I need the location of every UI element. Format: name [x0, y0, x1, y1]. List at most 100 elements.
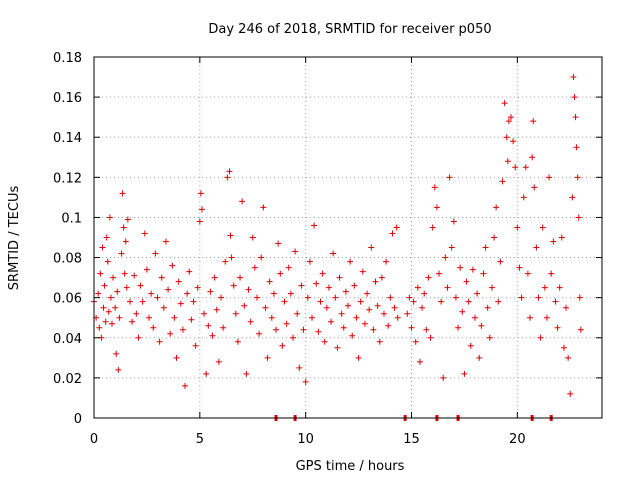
- data-point: [370, 326, 377, 333]
- data-point: [524, 270, 531, 277]
- data-point: [503, 134, 510, 141]
- data-point: [262, 304, 269, 311]
- data-point: [133, 310, 140, 317]
- data-point: [203, 370, 210, 377]
- data-point: [97, 270, 104, 277]
- data-point: [537, 334, 544, 341]
- data-point: [476, 354, 483, 361]
- data-point: [576, 294, 583, 301]
- data-point: [510, 138, 517, 145]
- data-point: [226, 168, 233, 175]
- data-point: [239, 198, 246, 205]
- data-point: [315, 328, 322, 335]
- data-point: [452, 294, 459, 301]
- data-point: [516, 264, 523, 271]
- data-point: [237, 274, 244, 281]
- data-point: [556, 284, 563, 291]
- data-point: [378, 274, 385, 281]
- data-point: [230, 282, 237, 289]
- data-point: [340, 324, 347, 331]
- data-point: [137, 282, 144, 289]
- data-point: [122, 238, 129, 245]
- data-point: [258, 254, 265, 261]
- data-point: [298, 282, 305, 289]
- data-point: [300, 326, 307, 333]
- data-point: [247, 318, 254, 325]
- data-point: [283, 320, 290, 327]
- data-point: [118, 250, 125, 257]
- data-point: [198, 206, 205, 213]
- data-point: [393, 224, 400, 231]
- data-point: [179, 326, 186, 333]
- data-point: [175, 278, 182, 285]
- data-point: [182, 382, 189, 389]
- data-point: [256, 330, 263, 337]
- data-point: [209, 332, 216, 339]
- data-point: [306, 258, 313, 265]
- data-point: [124, 216, 131, 223]
- data-point: [325, 284, 332, 291]
- axis-ticks: [93, 56, 602, 419]
- data-point: [336, 274, 343, 281]
- data-point: [493, 204, 500, 211]
- data-point: [169, 262, 176, 269]
- data-point: [577, 326, 584, 333]
- data-point: [222, 258, 229, 265]
- data-point: [567, 390, 574, 397]
- data-point: [96, 324, 103, 331]
- data-point: [249, 234, 256, 241]
- data-point: [323, 304, 330, 311]
- x-tick-label: 0: [90, 432, 98, 447]
- data-point: [518, 294, 525, 301]
- data-point: [281, 298, 288, 305]
- data-point: [357, 298, 364, 305]
- data-point: [394, 314, 401, 321]
- data-point: [416, 358, 423, 365]
- data-point: [429, 224, 436, 231]
- y-tick-label: 0.06: [53, 292, 82, 307]
- data-point: [425, 274, 432, 281]
- data-point: [126, 298, 133, 305]
- data-point: [345, 302, 351, 309]
- data-point: [173, 354, 180, 361]
- data-point: [213, 306, 220, 313]
- data-point: [433, 204, 440, 211]
- data-point: [311, 222, 318, 229]
- y-tick-label: 0: [74, 412, 82, 427]
- data-point: [141, 230, 148, 237]
- data-point: [103, 234, 110, 241]
- data-point: [569, 194, 576, 201]
- y-tick-label: 0.08: [53, 252, 82, 267]
- data-point: [99, 244, 106, 251]
- data-point: [387, 294, 394, 301]
- data-point: [548, 270, 555, 277]
- data-point: [215, 358, 222, 365]
- data-point: [171, 314, 178, 321]
- data-point: [273, 326, 280, 333]
- y-tick-label: 0.16: [53, 91, 82, 106]
- data-point: [129, 318, 136, 325]
- data-point: [541, 284, 548, 291]
- data-point: [565, 354, 572, 361]
- x-tick-label: 15: [403, 432, 420, 447]
- data-point: [296, 364, 303, 371]
- data-point: [194, 284, 201, 291]
- data-point: [474, 290, 481, 297]
- data-point: [309, 314, 316, 321]
- data-point: [554, 324, 561, 331]
- data-point: [484, 304, 491, 311]
- data-point: [270, 290, 277, 297]
- data-point: [328, 318, 335, 325]
- data-point: [294, 310, 301, 317]
- data-point: [184, 290, 191, 297]
- data-point: [277, 270, 284, 277]
- data-point: [499, 178, 506, 185]
- x-tick-labels: 0 5 10 15 20: [90, 432, 526, 447]
- data-point: [465, 298, 472, 305]
- plot-frame: [93, 56, 603, 419]
- data-point: [260, 204, 267, 211]
- data-point: [406, 294, 413, 301]
- data-point: [119, 190, 126, 197]
- data-point: [285, 264, 292, 271]
